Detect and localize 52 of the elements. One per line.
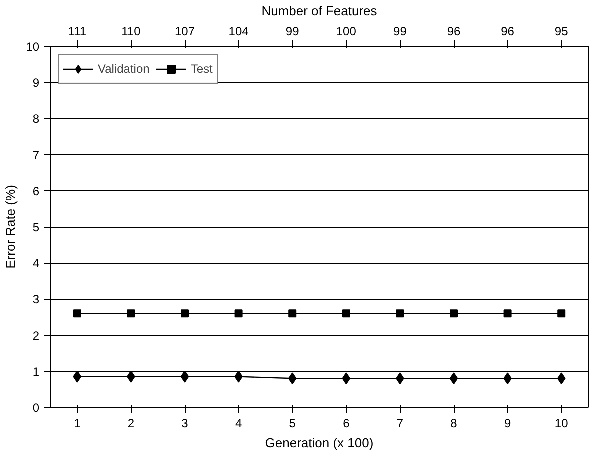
point xyxy=(180,370,190,383)
text: 99 xyxy=(394,24,408,38)
point xyxy=(288,310,297,318)
text: 107 xyxy=(174,24,196,38)
y-tick-label: 4 xyxy=(32,256,40,271)
legend-label: Test xyxy=(190,62,213,76)
y-axis-title: Error Rate (%) xyxy=(3,185,18,269)
x-tick-label: 10 xyxy=(554,416,569,430)
x-axis-title: Generation (x 100) xyxy=(265,436,374,450)
x-tick-label: 7 xyxy=(396,416,404,430)
point xyxy=(557,372,566,385)
point xyxy=(181,310,189,318)
y-tick-label: 2 xyxy=(32,328,40,343)
y-tick-label: 3 xyxy=(32,292,40,307)
y-tick-label: 6 xyxy=(32,184,40,198)
text: 95 xyxy=(554,24,569,38)
point xyxy=(504,310,512,318)
point xyxy=(558,310,566,318)
point xyxy=(342,372,351,385)
text: 99 xyxy=(286,24,300,38)
y-tick-label: 5 xyxy=(32,220,40,234)
x-tick-label: 4 xyxy=(235,416,242,430)
y-tick-label: 1 xyxy=(32,364,40,379)
point xyxy=(450,310,458,318)
point xyxy=(450,372,458,385)
text: 96 xyxy=(501,24,515,38)
text: 104 xyxy=(228,24,250,38)
y-tick-label: 0 xyxy=(32,401,40,415)
x-tick-label: 8 xyxy=(450,416,458,430)
point xyxy=(288,372,297,385)
point xyxy=(234,310,243,318)
y-tick-label: 7 xyxy=(32,148,40,162)
text: 111 xyxy=(68,24,87,38)
point xyxy=(73,370,82,383)
legend-label: Validation xyxy=(98,62,150,76)
x-tick-label: 2 xyxy=(128,416,135,430)
text: 110 xyxy=(122,24,142,38)
text: 96 xyxy=(447,24,461,38)
point xyxy=(342,310,350,318)
point xyxy=(127,310,136,318)
y-tick-label: 10 xyxy=(26,40,40,54)
x-tick-label: 9 xyxy=(504,416,512,430)
point xyxy=(73,310,82,318)
x-tick-label: 6 xyxy=(343,416,350,430)
x-tick-label: 3 xyxy=(182,416,189,430)
y-tick-label: 8 xyxy=(32,112,40,126)
point xyxy=(396,310,404,318)
x-tick-label: 1 xyxy=(74,416,82,430)
text: 100 xyxy=(336,24,357,38)
x-tick-label: 5 xyxy=(289,416,296,430)
y-tick-label: 9 xyxy=(32,76,40,90)
x2-axis-title: Number of Features xyxy=(262,4,378,18)
